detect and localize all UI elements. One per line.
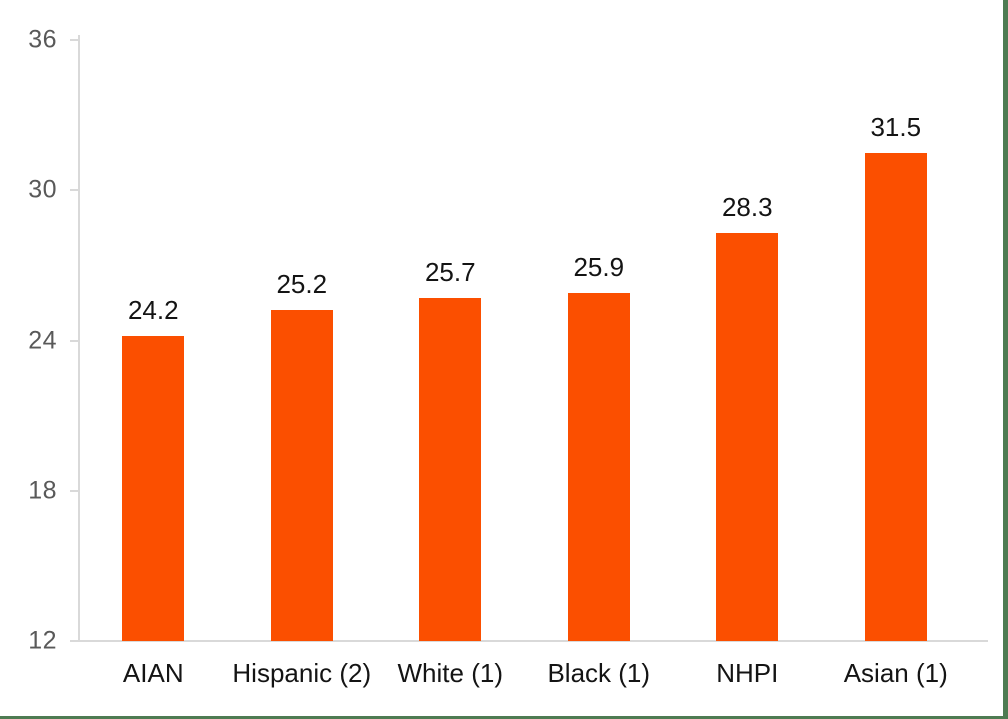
bar-slot: 28.3 — [673, 40, 822, 641]
bar-slot: 25.9 — [525, 40, 674, 641]
bar-data-label: 25.9 — [573, 251, 625, 282]
y-axis: 36 30 24 18 12 — [0, 27, 79, 653]
x-axis-line — [70, 640, 988, 642]
x-axis-labels: AIAN Hispanic (2) White (1) Black (1) NHPI As… — [79, 659, 970, 688]
plot-area: 24.2 25.2 25.7 25.9 28.3 31.5 — [79, 40, 970, 641]
y-tick-label: 18 — [28, 476, 57, 505]
x-category-label: White (1) — [397, 658, 503, 688]
bar-slot: 25.2 — [228, 40, 377, 641]
y-axis-line — [78, 35, 80, 642]
bar-data-label: 31.5 — [870, 111, 922, 142]
y-tick-label: 24 — [28, 326, 57, 354]
bar[interactable] — [716, 232, 779, 641]
bar-slot: 24.2 — [79, 40, 228, 641]
y-tick-label: 36 — [28, 25, 57, 54]
y-tick-label: 30 — [28, 175, 57, 204]
bar-data-label: 24.2 — [127, 294, 179, 325]
bar[interactable] — [270, 310, 333, 641]
bar[interactable] — [419, 297, 482, 641]
y-tick-mark — [70, 189, 79, 192]
y-tick-mark — [70, 489, 79, 492]
bar-slot: 25.7 — [376, 40, 525, 641]
bar[interactable] — [567, 292, 630, 641]
window-border-bottom — [0, 716, 1008, 719]
y-tick-mark — [70, 39, 79, 41]
y-tick-label: 12 — [28, 626, 57, 655]
x-category-label: AIAN — [122, 658, 184, 688]
bar[interactable] — [122, 335, 185, 641]
bar[interactable] — [864, 152, 927, 641]
y-tick-mark — [70, 339, 79, 342]
window-border-right — [1003, 0, 1008, 719]
x-category-label: Asian (1) — [843, 658, 948, 688]
bar-data-label: 28.3 — [721, 191, 773, 222]
bar-data-label: 25.2 — [276, 269, 328, 300]
bar-data-label: 25.7 — [424, 256, 476, 287]
bar-slot: 31.5 — [822, 40, 971, 641]
x-category-label: NHPI — [716, 658, 779, 688]
x-category-label: Black (1) — [547, 658, 651, 688]
y-tick-mark — [70, 640, 79, 642]
x-category-label: Hispanic (2) — [232, 658, 372, 688]
